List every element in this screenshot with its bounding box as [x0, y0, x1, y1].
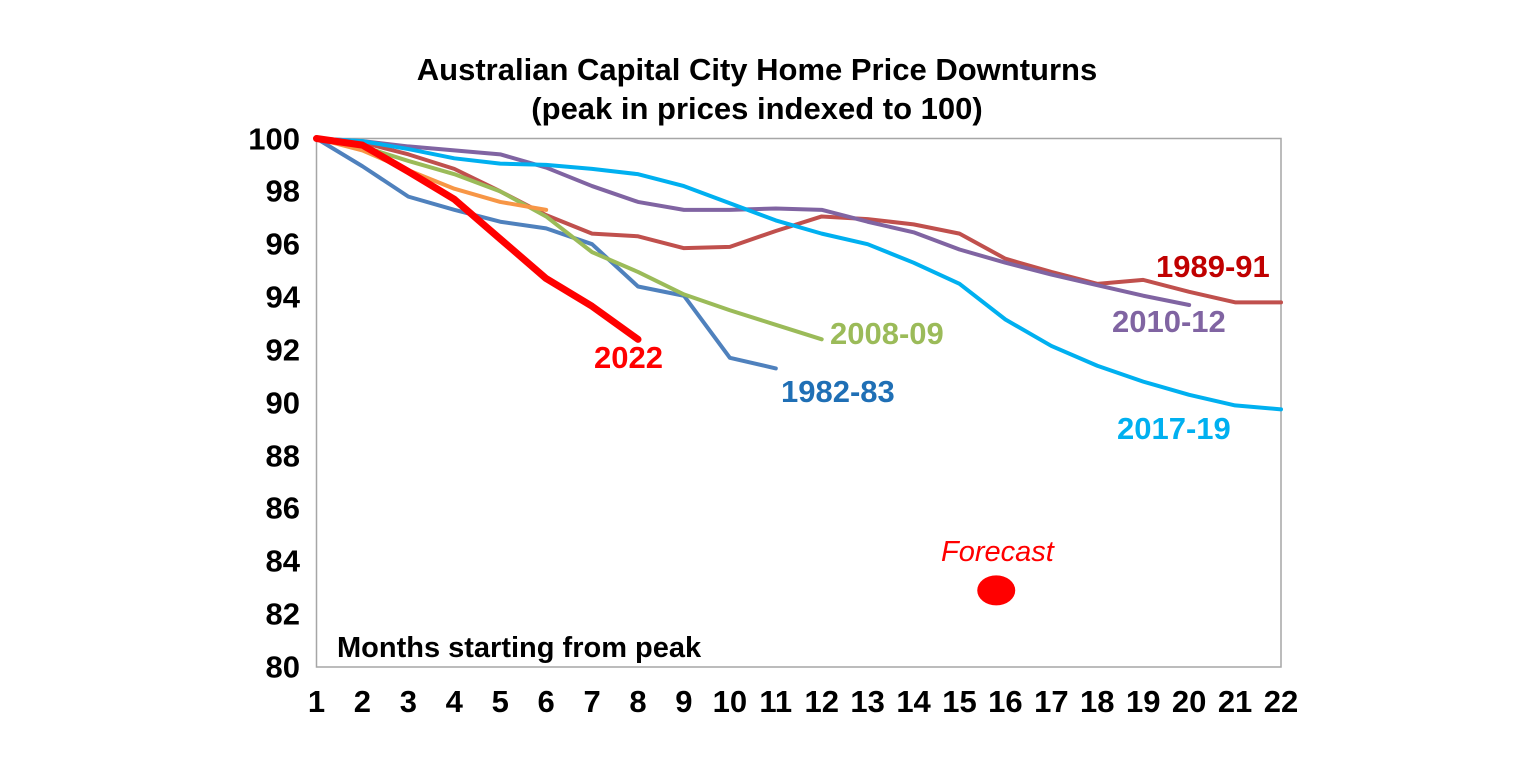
series-label-2022: 2022	[594, 340, 663, 375]
plot-border	[315, 137, 1282, 668]
x-tick-label: 10	[712, 684, 748, 719]
y-tick-label: 86	[265, 490, 300, 526]
x-tick-label: 18	[1080, 684, 1115, 719]
x-tick-label: 5	[491, 684, 509, 719]
series-label-2017-19: 2017-19	[1117, 411, 1231, 446]
y-tick-label: 92	[265, 332, 300, 368]
y-tick-label: 96	[265, 226, 300, 262]
x-tick-label: 4	[445, 684, 463, 719]
x-tick-label: 2	[353, 684, 372, 719]
x-tick-label: 7	[583, 684, 601, 719]
x-tick-label: 11	[759, 684, 793, 719]
x-tick-label: 13	[850, 684, 885, 719]
x-tick-label: 16	[988, 684, 1023, 719]
series-line-2022	[313, 135, 642, 343]
series-label-1982-83: 1982-83	[781, 374, 895, 409]
x-tick-label: 19	[1125, 684, 1161, 719]
x-tick-label: 1	[307, 684, 326, 719]
series-line-1989-91	[314, 136, 1283, 305]
y-tick-label: 90	[265, 385, 300, 421]
y-tick-label: 100	[248, 121, 300, 156]
series-label-2008-09: 2008-09	[830, 316, 944, 351]
x-tick-label: 6	[537, 684, 555, 719]
x-tick-label: 21	[1217, 684, 1253, 719]
series-line-2017-19	[314, 136, 1283, 412]
x-axis-note: Months starting from peak	[337, 632, 702, 664]
x-tick-label: 15	[942, 684, 977, 719]
series-line-unlabeled-4	[314, 136, 549, 212]
series-label-1989-91: 1989-91	[1156, 249, 1270, 284]
y-tick-label: 80	[265, 649, 300, 685]
x-tick-label: 17	[1034, 684, 1069, 719]
forecast-label: Forecast	[941, 536, 1054, 568]
series-line-2008-09	[314, 136, 824, 342]
series-line-2010-12	[314, 136, 1192, 307]
chart-title: Australian Capital City Home Price Downt…	[417, 50, 1097, 128]
x-tick-label: 20	[1171, 684, 1207, 719]
x-tick-label: 22	[1263, 684, 1299, 719]
y-tick-label: 98	[265, 173, 300, 209]
forecast-dot	[977, 575, 1016, 606]
y-tick-label: 84	[265, 543, 300, 579]
y-tick-label: 88	[265, 438, 300, 474]
x-tick-label: 9	[675, 684, 693, 719]
x-tick-label: 3	[399, 684, 417, 719]
x-tick-label: 14	[896, 684, 931, 719]
y-tick-label: 94	[265, 279, 300, 315]
x-tick-label: 12	[804, 684, 839, 719]
chart-title-line2: (peak in prices indexed to 100)	[531, 91, 983, 126]
series-line-1982-83	[314, 136, 778, 371]
y-tick-label: 82	[265, 596, 300, 632]
x-tick-label: 8	[629, 684, 647, 719]
series-label-2010-12: 2010-12	[1112, 304, 1226, 339]
chart-title-line1: Australian Capital City Home Price Downt…	[416, 52, 1098, 87]
